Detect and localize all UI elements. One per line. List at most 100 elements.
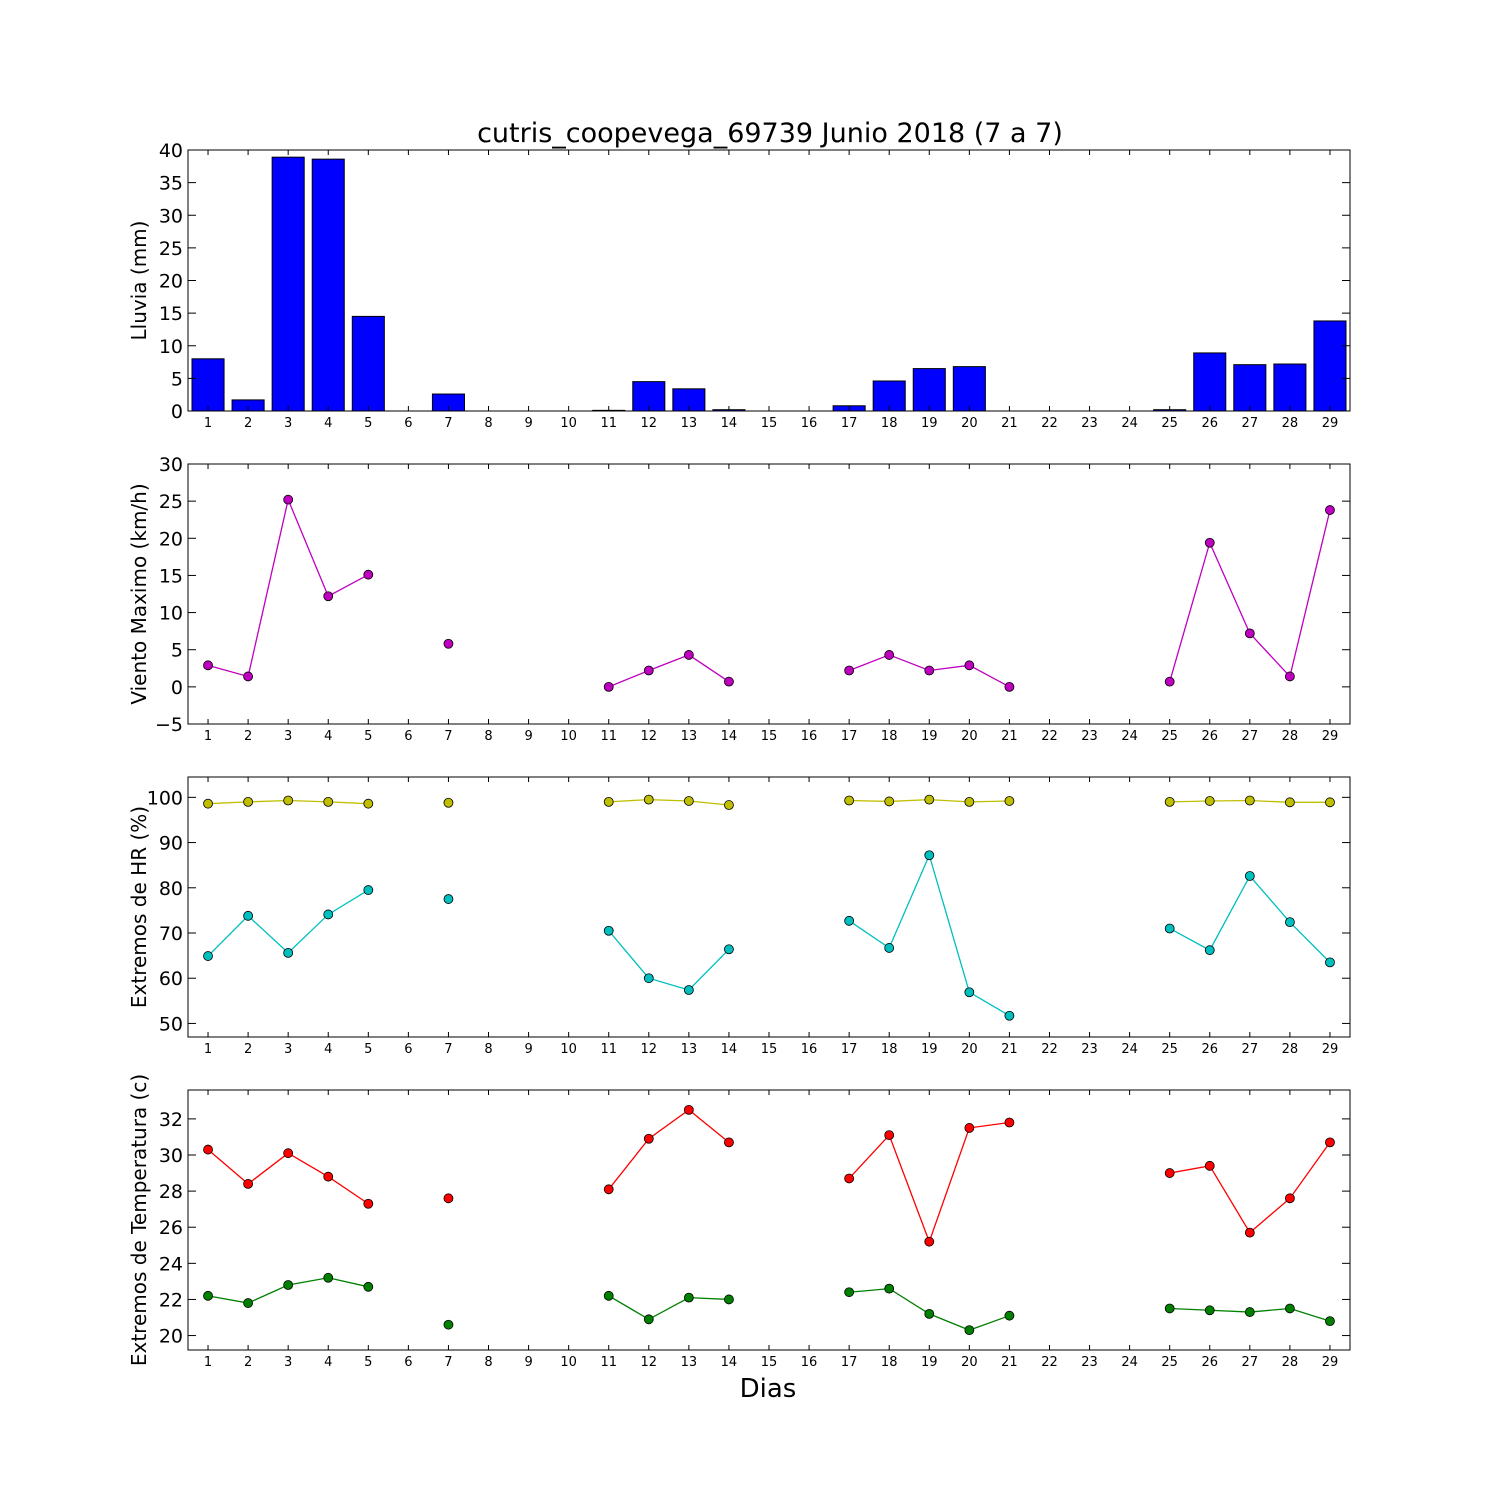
data-point	[1284, 671, 1295, 682]
data-point	[603, 1184, 614, 1195]
bar	[1313, 320, 1347, 412]
x-tick-label: 24	[1121, 729, 1138, 744]
x-tick-label: 12	[641, 729, 658, 744]
data-point	[1004, 1010, 1015, 1021]
x-tick-label: 23	[1081, 729, 1098, 744]
data-point	[1204, 1160, 1215, 1171]
y-tick-label: 0	[171, 401, 183, 423]
data-point	[243, 1178, 254, 1189]
x-tick-label: 22	[1041, 1355, 1058, 1370]
x-tick-label: 19	[921, 1042, 938, 1057]
x-tick-label: 5	[364, 1042, 372, 1057]
x-tick-label: 17	[841, 1355, 858, 1370]
data-point	[683, 650, 694, 660]
y-tick-label: 80	[159, 878, 183, 900]
x-tick-label: 11	[600, 729, 617, 744]
x-tick-label: 8	[484, 1355, 492, 1370]
data-point	[243, 1298, 254, 1308]
data-point	[323, 909, 334, 920]
data-point	[443, 1193, 454, 1204]
data-point	[603, 681, 614, 692]
data-point	[1164, 676, 1175, 687]
x-tick-label: 1	[204, 416, 212, 431]
x-tick-label: 16	[801, 416, 818, 431]
data-point	[1325, 505, 1335, 515]
y-tick-label: 25	[159, 491, 183, 513]
x-tick-label: 4	[324, 1042, 332, 1057]
x-tick-label: 13	[681, 1355, 698, 1370]
data-point	[203, 1290, 213, 1301]
y-tick-label: 5	[171, 368, 183, 390]
x-tick-label: 5	[364, 1355, 372, 1370]
data-point	[1164, 1168, 1175, 1178]
x-tick-label: 29	[1322, 416, 1339, 431]
series-line	[608, 930, 730, 991]
x-tick-label: 4	[324, 416, 332, 431]
x-tick-label: 18	[881, 1042, 898, 1057]
x-tick-label: 29	[1322, 1355, 1339, 1370]
data-point	[1284, 917, 1295, 928]
data-point	[924, 850, 935, 861]
y-tick-label: 30	[159, 205, 183, 227]
data-point	[683, 1104, 694, 1115]
x-tick-label: 2	[244, 729, 252, 744]
data-point	[724, 800, 734, 810]
data-point	[884, 943, 895, 953]
data-point	[363, 1281, 374, 1292]
plot-area	[188, 464, 1350, 724]
y-tick-label: 24	[159, 1253, 183, 1275]
x-tick-label: 8	[484, 416, 492, 431]
x-tick-label: 15	[761, 1042, 778, 1057]
x-tick-label: 14	[721, 416, 738, 431]
x-tick-label: 22	[1041, 416, 1058, 431]
x-tick-label: 3	[284, 416, 292, 431]
y-tick-label: 10	[159, 336, 183, 358]
subplot-1: 1 2 3 4 5 6 7 8 9 10 11 12 13 14 15 16 17 18 19 20 21 22 23 24 2…	[127, 140, 1351, 431]
x-tick-label: 26	[1201, 1042, 1218, 1057]
data-point	[844, 665, 855, 676]
y-tick-label: 50	[159, 1013, 183, 1035]
x-tick-label: 23	[1081, 416, 1098, 431]
series-line	[608, 1295, 729, 1321]
x-tick-label: 15	[761, 1355, 778, 1370]
data-point	[683, 985, 694, 995]
data-point	[844, 1173, 855, 1184]
x-tick-label: 2	[244, 1355, 252, 1370]
series-line	[608, 654, 730, 688]
data-point	[1204, 537, 1215, 548]
x-tick-label: 1	[204, 1042, 212, 1057]
x-tick-label: 27	[1242, 729, 1259, 744]
x-tick-label: 18	[881, 1355, 898, 1370]
data-point	[1164, 1303, 1175, 1314]
data-point	[603, 925, 614, 936]
x-tick-label: 12	[641, 1355, 658, 1370]
x-tick-label: 11	[600, 416, 617, 431]
data-point	[443, 894, 454, 904]
series-line	[608, 1109, 730, 1190]
x-tick-label: 17	[841, 1042, 858, 1057]
bar	[1193, 352, 1227, 412]
data-point	[363, 569, 374, 580]
x-tick-label: 18	[881, 416, 898, 431]
data-point	[1325, 797, 1335, 808]
plot-area	[188, 777, 1350, 1037]
x-tick-label: 26	[1201, 1355, 1218, 1370]
data-point	[1004, 796, 1015, 806]
x-tick-label: 5	[364, 729, 372, 744]
data-point	[964, 987, 975, 998]
y-tick-label: 15	[159, 303, 183, 325]
data-point	[283, 1148, 294, 1159]
y-tick-label: 35	[159, 173, 183, 195]
data-point	[643, 1314, 654, 1325]
y-tick-label: 22	[159, 1289, 183, 1311]
x-tick-label: 6	[404, 729, 412, 744]
x-tick-label: 12	[641, 1042, 658, 1057]
x-tick-label: 23	[1081, 1042, 1098, 1057]
x-tick-label: 9	[524, 729, 532, 744]
x-tick-label: 12	[641, 416, 658, 431]
data-point	[724, 1137, 734, 1148]
data-point	[884, 796, 895, 807]
x-tick-label: 15	[761, 416, 778, 431]
data-point	[243, 671, 254, 682]
x-tick-label: 2	[244, 1042, 252, 1057]
